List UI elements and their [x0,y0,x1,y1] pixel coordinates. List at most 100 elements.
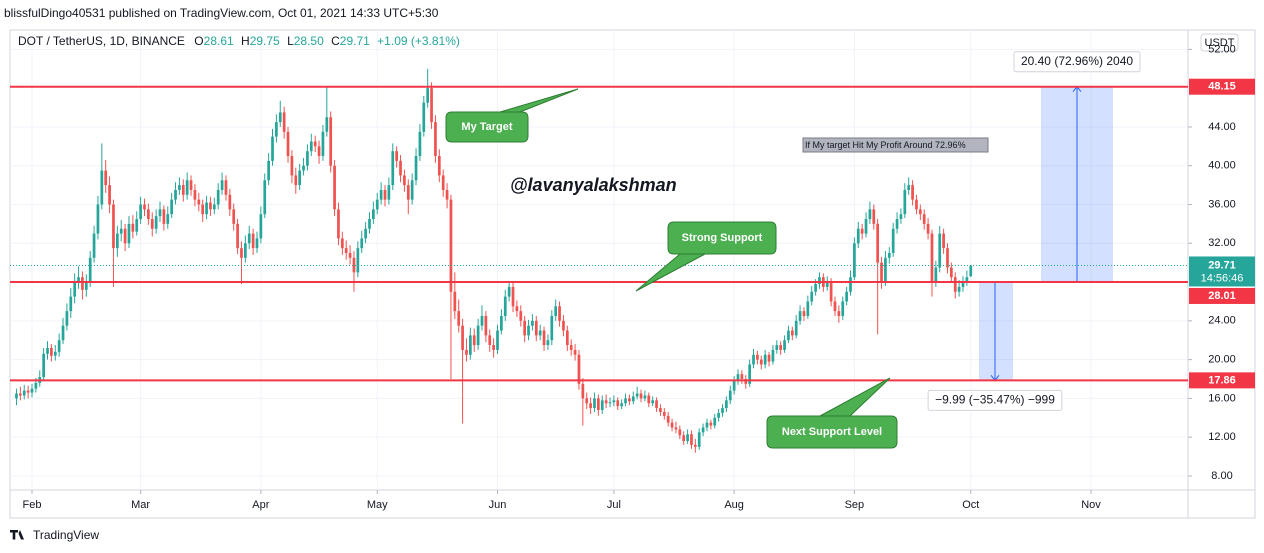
candle-body [957,286,961,292]
low-value: 28.50 [294,34,324,48]
last-price-label: 29.71 [1208,259,1236,271]
candle-body [918,209,922,215]
open-key: O [194,34,203,48]
x-tick-label: Oct [962,499,979,511]
candle-body [573,349,577,355]
measure-label: −9.99 (−35.47%) −999 [935,393,1055,407]
last-price-badge [1189,256,1255,287]
candle-body [744,378,748,384]
candle-body [938,233,942,268]
x-tick-label: Jul [607,499,621,511]
candle-body [325,117,329,132]
candle-body [465,349,468,355]
candle-body [391,151,395,186]
candle-body [775,345,779,350]
published-line: blissfulDingo40531 published on TradingV… [4,6,439,20]
candle-body [701,427,705,433]
x-tick-label: Aug [724,499,744,511]
candle-body [500,315,503,331]
candle-body [395,151,398,161]
measure-label-box [927,389,1063,411]
x-tick-label: Jun [489,499,507,511]
candle-body [616,400,620,407]
candle-body [697,432,701,447]
candle-body [794,320,798,336]
candle-body [476,325,480,346]
candle-body [34,382,38,389]
candle-body [965,277,969,283]
candle-body [915,199,918,210]
candle-body [247,233,251,244]
note-text: If My target Hit My Profit Around 72.96% [805,140,966,150]
candle-body [410,180,414,200]
candle-body [131,223,135,232]
measure-label-box [1013,51,1141,73]
candle-body [565,330,569,346]
candle-body [333,165,336,210]
candle-body [942,233,945,249]
x-tick-label: Feb [23,499,42,511]
candle-body [577,354,581,384]
currency: USDT [1205,37,1235,49]
candle-body [267,160,270,181]
candle-body [790,330,794,336]
note-box [802,137,989,153]
candle-body [26,390,30,393]
candle-body [503,296,507,316]
candle-body [837,311,841,316]
candle-body [430,88,433,123]
candle-body [379,189,383,200]
author-text: @lavanyalakshman [510,175,677,195]
candle-body [523,320,527,336]
branding: TradingView [33,528,99,542]
candle-body [461,325,464,350]
candle-body [232,209,236,224]
candle-body [259,214,263,239]
candle-body [934,267,938,283]
candle-body [441,175,445,190]
y-tick-label: 12.00 [1208,431,1236,443]
candle-body [360,238,364,249]
candle-body [593,398,596,409]
candle-body [344,248,348,253]
candle-body [709,422,713,426]
candle-body [77,277,80,283]
candle-body [403,175,406,186]
candle-body [290,156,294,176]
candle-body [143,204,146,210]
level-badge [1189,372,1255,389]
candle-body [18,393,22,396]
candle-body [841,301,845,316]
y-tick-label: 20.00 [1208,354,1236,366]
candle-body [53,351,57,356]
candle-body [119,228,123,234]
candle-body [100,170,104,205]
candle-body [372,209,375,220]
level-badge-label: 28.01 [1208,290,1236,302]
candle-body [193,189,197,200]
candle-body [484,315,488,336]
candle-body [69,296,73,312]
candle-body [492,345,495,350]
candle-body [488,335,492,346]
candle-body [872,209,876,224]
candle-body [42,353,45,378]
candle-body [317,146,321,157]
candle-body [876,223,880,263]
candle-body [255,238,259,249]
x-tick-label: Mar [131,499,150,511]
candle-body [453,291,457,312]
candle-body [690,434,693,445]
candle-body [170,199,174,215]
x-tick-label: May [367,499,388,511]
candle-body [205,202,208,215]
candle-body [174,189,177,200]
candle-body [597,398,600,411]
candle-body [818,277,821,284]
candle-body [321,131,325,157]
candle-body [833,301,837,312]
y-tick-label: 32.00 [1208,237,1236,249]
candle-body [783,340,786,350]
candle-body [243,243,247,258]
candle-body [337,209,340,239]
